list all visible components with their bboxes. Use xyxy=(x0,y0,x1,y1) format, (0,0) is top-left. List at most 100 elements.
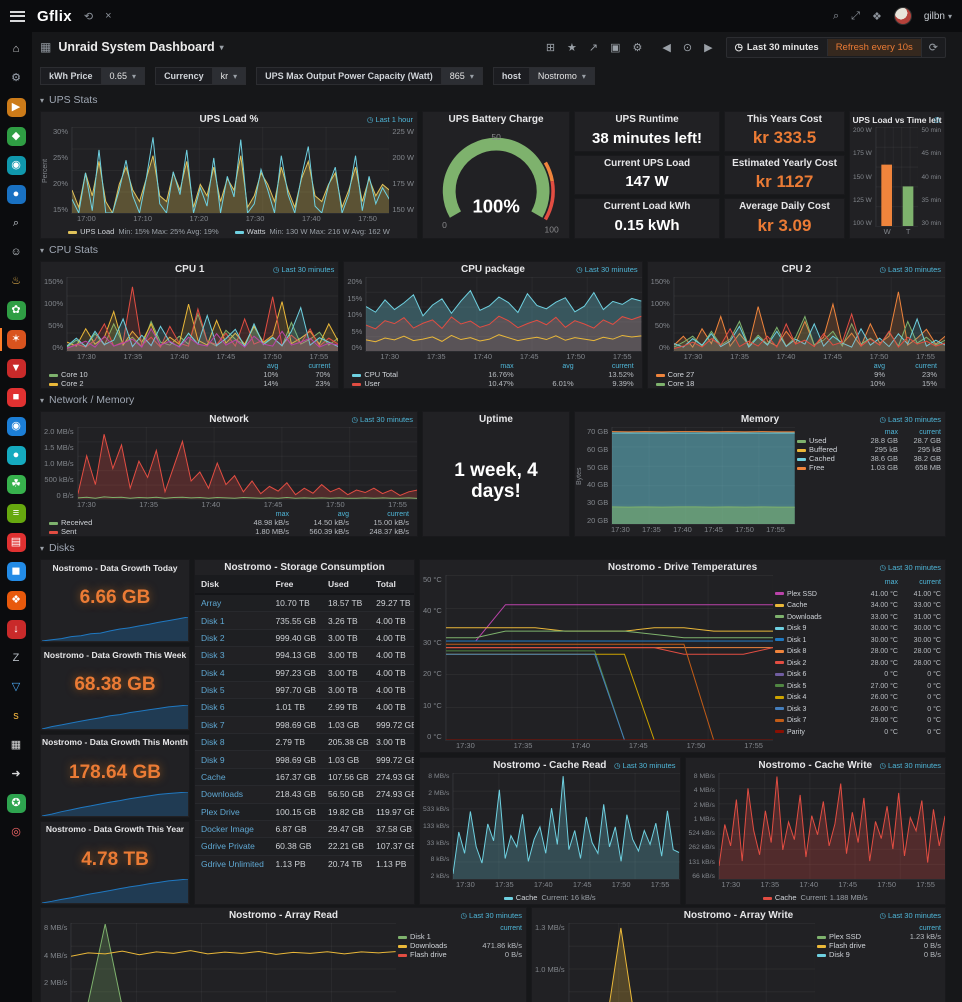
close-icon[interactable]: × xyxy=(105,10,112,22)
app-logo[interactable]: Gflix xyxy=(37,7,72,25)
plot-area[interactable] xyxy=(672,277,945,352)
plot-area[interactable] xyxy=(452,773,680,880)
fullscreen-icon[interactable]: ⤢ xyxy=(851,9,860,22)
plot-area[interactable] xyxy=(71,127,390,214)
sidebar-shortcut[interactable]: ◼ xyxy=(0,557,32,586)
plot-area[interactable] xyxy=(717,773,945,880)
legend-item[interactable]: Cache Current: 16 kB/s xyxy=(503,893,596,902)
panel-title[interactable]: Average Daily Cost xyxy=(739,201,830,213)
variable-dropdown[interactable]: host Nostromo ▾ xyxy=(492,67,595,85)
sidebar-shortcut[interactable]: ≡ xyxy=(0,499,32,528)
panel-title[interactable]: Memory xyxy=(740,414,780,425)
row-header-network-memory[interactable]: ▾ Network / Memory xyxy=(40,394,135,406)
variable-value[interactable]: Nostromo ▾ xyxy=(528,67,595,85)
column-header-disk[interactable]: Disk xyxy=(195,575,270,595)
legend-item[interactable]: Parity xyxy=(775,727,855,739)
legend-item[interactable]: Plex SSD xyxy=(775,589,855,601)
panel-title[interactable]: Estimated Yearly Cost xyxy=(732,157,837,169)
sidebar-shortcut[interactable]: ☺ xyxy=(0,238,32,267)
legend-item[interactable]: Plex SSD xyxy=(817,932,884,941)
plot-area[interactable] xyxy=(70,923,396,1002)
sidebar-shortcut[interactable]: ◆ xyxy=(0,122,32,151)
sidebar-shortcut[interactable]: ❖ xyxy=(0,586,32,615)
panel-title[interactable]: UPS Load vs Time left xyxy=(852,114,942,125)
panel-title[interactable]: Nostromo - Data Growth Today xyxy=(52,562,178,573)
variable-dropdown[interactable]: kWh Price 0.65 ▾ xyxy=(40,67,146,85)
legend-item[interactable]: Core 18 xyxy=(655,379,833,388)
column-header-used[interactable]: Used xyxy=(322,575,371,595)
sidebar-shortcut[interactable]: ● xyxy=(0,180,32,209)
sidebar-shortcut[interactable]: ▼ xyxy=(0,354,32,383)
plot-area[interactable] xyxy=(444,575,773,741)
legend-item[interactable]: Sent xyxy=(49,527,229,536)
refresh-icon[interactable]: ⟳ xyxy=(920,37,945,57)
legend-item[interactable]: Downloads xyxy=(398,941,465,950)
avatar[interactable] xyxy=(893,7,912,25)
legend-item[interactable]: Flash drive xyxy=(817,941,884,950)
sidebar-shortcut[interactable]: ▦ xyxy=(0,731,32,760)
variable-value[interactable]: 0.65 ▾ xyxy=(100,67,146,85)
legend-item[interactable]: Disk 3 xyxy=(775,704,855,716)
legend-item[interactable]: Disk 7 xyxy=(775,715,855,727)
panel-title[interactable]: Current UPS Load xyxy=(603,157,691,169)
legend-item[interactable]: Buffered xyxy=(797,445,855,454)
legend-item[interactable]: Core 10 xyxy=(49,370,226,379)
variable-value[interactable]: 865 ▾ xyxy=(440,67,483,85)
search-icon[interactable]: ⌕ xyxy=(832,9,840,22)
panel-title[interactable]: Nostromo - Cache Read xyxy=(493,760,607,771)
time-back-icon[interactable]: ◀ xyxy=(662,41,671,54)
panel-title[interactable]: Nostromo - Drive Temperatures xyxy=(607,562,758,573)
dashboard-title[interactable]: Unraid System Dashboard ▾ xyxy=(58,40,224,54)
variable-dropdown[interactable]: Currency kr ▾ xyxy=(155,67,247,85)
legend-item[interactable]: Cached xyxy=(797,454,855,463)
legend-item[interactable]: UPS Load Min: 15% Max: 25% Avg: 19% xyxy=(68,227,219,236)
sidebar-shortcut[interactable]: ✿ xyxy=(0,296,32,325)
plot-area[interactable] xyxy=(567,923,815,1002)
refresh-interval-button[interactable]: Refresh every 10s xyxy=(826,38,921,56)
legend-item[interactable]: Disk 9 xyxy=(775,623,855,635)
legend-item[interactable]: Disk 5 xyxy=(775,681,855,693)
panel-title[interactable]: Current Load kWh xyxy=(603,201,691,213)
legend-item[interactable]: Cache xyxy=(775,600,855,612)
sidebar-shortcut[interactable]: ● xyxy=(0,441,32,470)
panel-title[interactable]: UPS Runtime xyxy=(615,114,679,125)
sidebar-shortcut[interactable]: ◉ xyxy=(0,151,32,180)
sidebar-shortcut[interactable]: ✪ xyxy=(0,789,32,818)
variable-value[interactable]: kr ▾ xyxy=(211,67,247,85)
zoom-out-icon[interactable]: ⊙ xyxy=(682,41,693,54)
panel-title[interactable]: This Years Cost xyxy=(747,114,822,125)
legend-item[interactable]: Cache Current: 1.188 MB/s xyxy=(762,893,868,902)
sidebar-shortcut[interactable]: ↓ xyxy=(0,615,32,644)
settings-icon[interactable]: ⚙ xyxy=(632,41,643,54)
plot-area[interactable] xyxy=(874,127,919,227)
sidebar-shortcut[interactable]: ▶ xyxy=(0,93,32,122)
legend-item[interactable]: CPU Total xyxy=(352,370,453,379)
sidebar-shortcut[interactable]: ⌕ xyxy=(0,209,32,238)
variable-dropdown[interactable]: UPS Max Output Power Capacity (Watt) 865… xyxy=(256,67,483,85)
panel-title[interactable]: Nostromo - Array Write xyxy=(683,910,794,921)
legend-item[interactable]: Disk 2 xyxy=(775,658,855,670)
time-range-button[interactable]: ◷ Last 30 minutes xyxy=(734,41,819,53)
legend-item[interactable]: Downloads xyxy=(775,612,855,624)
legend-item[interactable]: Disk 9 xyxy=(817,950,884,959)
panel-title[interactable]: Uptime xyxy=(479,414,513,425)
share-icon[interactable]: ↗ xyxy=(588,41,599,54)
panel-title[interactable]: CPU 2 xyxy=(781,264,812,275)
panel-title[interactable]: CPU package xyxy=(461,264,525,275)
sidebar-shortcut[interactable]: ▽ xyxy=(0,673,32,702)
column-header-total[interactable]: Total xyxy=(370,575,414,595)
legend-item[interactable]: Watts Min: 130 W Max: 216 W Avg: 162 W xyxy=(234,227,390,236)
sidebar-shortcut[interactable]: ▤ xyxy=(0,528,32,557)
row-header-cpu-stats[interactable]: ▾ CPU Stats xyxy=(40,244,99,256)
panel-title[interactable]: Nostromo - Storage Consumption xyxy=(224,562,385,573)
plot-area[interactable] xyxy=(611,427,795,525)
sidebar-shortcut[interactable]: ◉ xyxy=(0,412,32,441)
panel-title[interactable]: Nostromo - Data Growth This Year xyxy=(45,824,185,835)
apps-icon[interactable]: ❖ xyxy=(871,10,882,23)
legend-item[interactable]: Free xyxy=(797,463,855,472)
sidebar-shortcut[interactable]: ♨ xyxy=(0,267,32,296)
panel-title[interactable]: UPS Battery Charge xyxy=(448,114,544,125)
legend-item[interactable]: Disk 1 xyxy=(398,932,465,941)
sidebar-shortcut[interactable]: s xyxy=(0,702,32,731)
sidebar-shortcut[interactable]: ⚙ xyxy=(0,64,32,93)
